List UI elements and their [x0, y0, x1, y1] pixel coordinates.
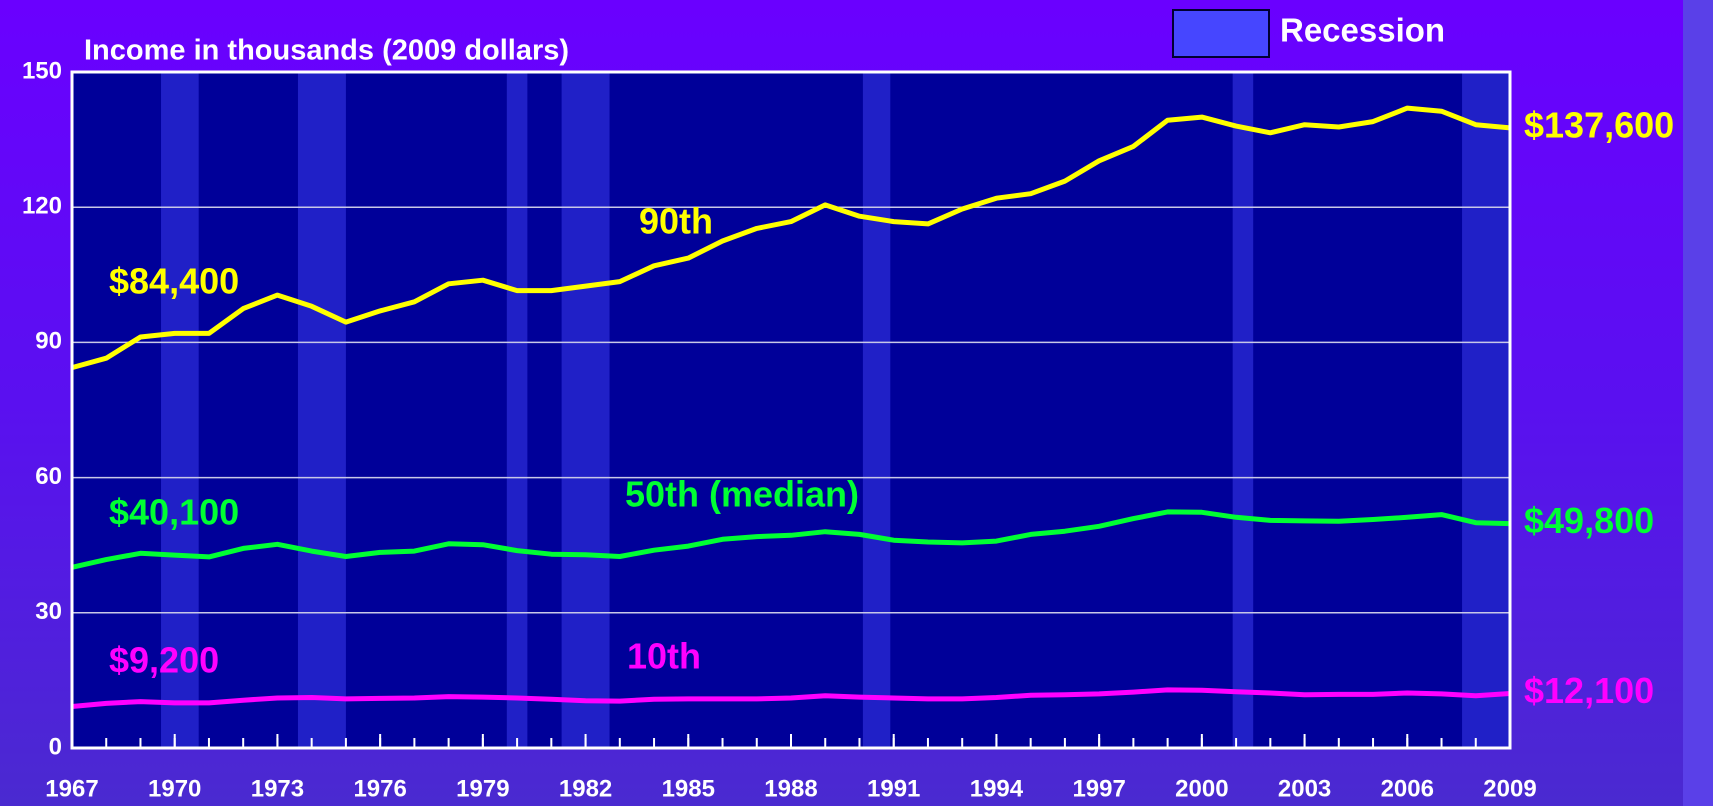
plot-area: [72, 72, 1510, 748]
legend-label: Recession: [1280, 12, 1445, 49]
side-strip: [1683, 0, 1713, 806]
x-tick-label: 1979: [456, 775, 509, 802]
series-name: 90th: [639, 201, 713, 242]
x-tick-label: 1970: [148, 775, 201, 802]
y-tick-label: 150: [22, 57, 62, 84]
recession-band: [561, 72, 610, 748]
legend-swatch: [1172, 9, 1270, 58]
x-tick-label: 1976: [353, 775, 406, 802]
series-line: [71, 509, 1511, 570]
recession-band: [297, 72, 346, 748]
recession-band: [1462, 72, 1510, 748]
x-tick-label: 1991: [867, 775, 920, 802]
x-tick-label: 1988: [764, 775, 817, 802]
x-tick-label: 1997: [1072, 775, 1125, 802]
x-tick-label: 2006: [1381, 775, 1434, 802]
x-tick-label: 2000: [1175, 775, 1228, 802]
y-tick-label: 60: [35, 463, 62, 490]
axis-title: Income in thousands (2009 dollars): [84, 35, 569, 67]
x-tick-label: 1973: [251, 775, 304, 802]
value-label: $84,400: [109, 261, 239, 302]
x-tick-label: 2003: [1278, 775, 1331, 802]
value-label: $137,600: [1524, 104, 1674, 145]
value-label: $40,100: [109, 492, 239, 533]
y-tick-label: 120: [22, 193, 62, 220]
series-line: [71, 687, 1511, 709]
x-tick-label: 1967: [45, 775, 98, 802]
value-label: $49,800: [1524, 500, 1654, 541]
value-label: $9,200: [109, 640, 219, 681]
recession-band: [862, 72, 891, 748]
recession-band: [506, 72, 528, 748]
x-tick-label: 1985: [662, 775, 715, 802]
x-tick-label: 1994: [970, 775, 1024, 802]
y-tick-label: 0: [49, 733, 62, 760]
y-tick-label: 90: [35, 328, 62, 355]
value-label: $12,100: [1524, 670, 1654, 711]
series-name: 10th: [627, 636, 701, 677]
series-line: [71, 105, 1511, 371]
series-name: 50th (median): [625, 474, 859, 515]
x-tick-label: 2009: [1483, 775, 1536, 802]
recession-band: [1232, 72, 1254, 748]
x-tick-label: 1982: [559, 775, 612, 802]
plot-frame: [70, 70, 1512, 750]
recession-band: [161, 72, 199, 748]
y-tick-label: 30: [35, 598, 62, 625]
